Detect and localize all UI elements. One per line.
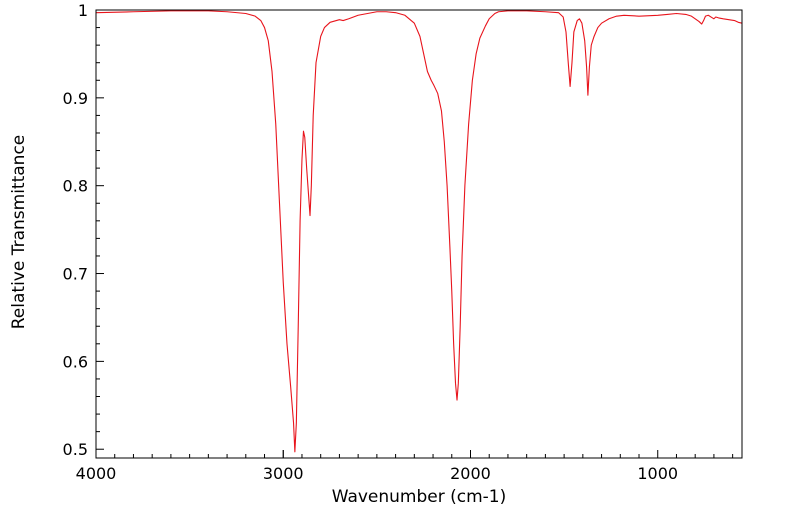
labels-layer: Wavenumber (cm-1) Relative Transmittance [9,135,506,507]
x-axis-label: Wavenumber (cm-1) [332,487,507,507]
ticks-layer: 4000 3000 2000 1000 1 0.9 0.8 0.7 0.6 0.5 [63,1,734,483]
series-layer [95,10,743,453]
axes-layer [95,9,743,459]
x-tick-label: 1000 [637,464,678,483]
x-tick-label: 4000 [76,464,117,483]
y-tick-label: 0.9 [63,89,88,108]
x-tick-label: 3000 [263,464,304,483]
x-tick-label: 2000 [450,464,491,483]
y-tick-label: 0.7 [63,265,88,284]
y-tick-label: 1 [78,1,88,20]
spectrum-line [95,10,743,453]
plot-frame [95,9,743,459]
y-tick-label: 0.6 [63,352,88,371]
y-tick-label: 0.8 [63,177,88,196]
y-axis-label: Relative Transmittance [9,135,29,330]
y-tick-label: 0.5 [63,440,88,459]
